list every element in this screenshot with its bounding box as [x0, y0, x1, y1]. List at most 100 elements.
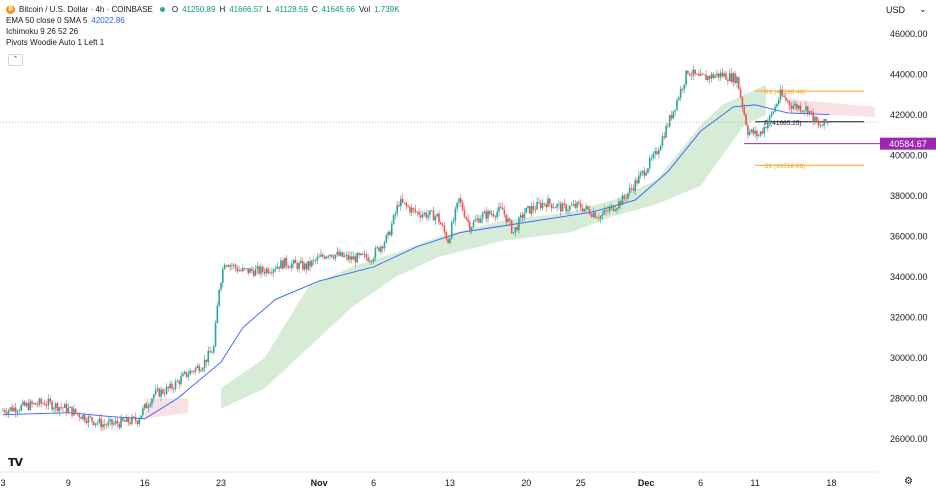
candle-body — [40, 398, 42, 404]
candle-body — [147, 406, 150, 409]
candle-body — [569, 205, 571, 210]
candle-body — [249, 268, 251, 274]
candle-body — [792, 105, 795, 109]
candle-body — [414, 209, 417, 213]
tradingview-logo[interactable]: TV — [8, 456, 23, 469]
candle-body — [654, 151, 656, 154]
candle-body — [320, 254, 322, 257]
candle-body — [534, 209, 537, 211]
candle-body — [20, 405, 22, 411]
candle-body — [127, 417, 130, 423]
indicator-ema[interactable]: EMA 50 close 0 SMA 5 42022.86 — [6, 15, 399, 26]
candle-body — [222, 269, 224, 283]
candle-body — [62, 407, 64, 409]
candle-body — [741, 97, 744, 108]
x-tick-label: 11 — [750, 478, 759, 488]
candle-body — [242, 268, 244, 271]
currency-selector[interactable]: USD ⌄ — [886, 4, 927, 15]
candle-body — [821, 125, 824, 127]
collapse-legend-button[interactable]: ⌃ — [8, 54, 23, 66]
candle-body — [158, 388, 161, 397]
x-tick-label: 23 — [216, 478, 226, 488]
candle-body — [599, 216, 602, 219]
candle-body — [412, 207, 415, 210]
candle-body — [196, 365, 199, 368]
candle-body — [659, 145, 662, 151]
candle-body — [776, 104, 778, 107]
candle-body — [759, 131, 762, 136]
candle-body — [458, 198, 460, 203]
candle-body — [590, 214, 593, 217]
x-tick-label: Dec — [638, 478, 655, 488]
candle-body — [258, 266, 260, 274]
indicator-pivots[interactable]: Pivots Woodie Auto 1 Left 1 — [6, 37, 399, 48]
candle-body — [140, 415, 142, 420]
candle-body — [53, 407, 55, 410]
candle-body — [665, 125, 667, 138]
candle-body — [434, 216, 437, 221]
y-tick-label: 40000.00 — [890, 151, 928, 161]
candle-body — [616, 208, 618, 210]
candle-body — [272, 269, 275, 273]
candle-body — [558, 203, 560, 205]
candle-body — [14, 407, 17, 413]
candle-body — [194, 367, 197, 372]
candle-body — [385, 234, 388, 243]
ohlc-high-label: H — [219, 5, 226, 14]
chart-legend: ₿ Bitcoin / U.S. Dollar · 4h · COINBASE … — [6, 4, 399, 48]
candle-body — [745, 114, 747, 126]
candle-body — [60, 407, 62, 408]
candle-body — [361, 253, 364, 255]
candle-body — [180, 376, 182, 385]
x-tick-label: Nov — [311, 478, 328, 488]
candle-body — [38, 398, 41, 405]
gear-icon[interactable]: ⚙ — [904, 476, 913, 487]
candle-body — [430, 210, 433, 212]
candle-body — [739, 89, 742, 98]
candle-body — [370, 260, 373, 262]
currency-label: USD — [886, 4, 906, 15]
candle-body — [131, 416, 133, 424]
candle-body — [202, 368, 204, 371]
candle-body — [727, 79, 729, 82]
candle-body — [296, 263, 299, 269]
candle-body — [256, 266, 259, 269]
candle-body — [125, 417, 128, 422]
candle-body — [85, 421, 88, 423]
candle-body — [314, 260, 317, 261]
candles — [2, 65, 829, 431]
indicator-ichimoku[interactable]: Ichimoku 9 26 52 26 — [6, 26, 399, 37]
candle-body — [481, 213, 484, 219]
candle-body — [423, 212, 426, 215]
candle-body — [563, 203, 566, 205]
candle-body — [628, 187, 631, 194]
candle-body — [365, 253, 368, 258]
candle-body — [625, 197, 627, 199]
candle-body — [707, 76, 709, 81]
candle-body — [7, 410, 10, 414]
candle-body — [777, 99, 780, 105]
candle-body — [405, 202, 408, 206]
candle-body — [136, 420, 139, 424]
candle-body — [687, 70, 689, 74]
candle-body — [708, 76, 711, 79]
candle-body — [323, 256, 326, 259]
price-axis: 46000.00 44000.00 42000.00 40000.00 38000.00… — [890, 29, 928, 444]
symbol-title[interactable]: Bitcoin / U.S. Dollar · 4h · COINBASE — [19, 5, 153, 14]
candle-body — [349, 256, 351, 260]
x-tick-label: 3 — [0, 478, 5, 488]
candle-body — [18, 410, 21, 412]
y-tick-label: 32000.00 — [890, 313, 928, 323]
candle-body — [752, 129, 755, 134]
candle-body — [76, 412, 79, 414]
candle-body — [512, 232, 515, 234]
candle-body — [648, 158, 651, 169]
candle-body — [518, 217, 520, 231]
ema-polyline — [2, 104, 830, 420]
candle-body — [49, 398, 52, 402]
candle-body — [601, 213, 604, 217]
candle-body — [445, 232, 448, 240]
candle-body — [209, 350, 211, 353]
candle-body — [292, 259, 295, 264]
